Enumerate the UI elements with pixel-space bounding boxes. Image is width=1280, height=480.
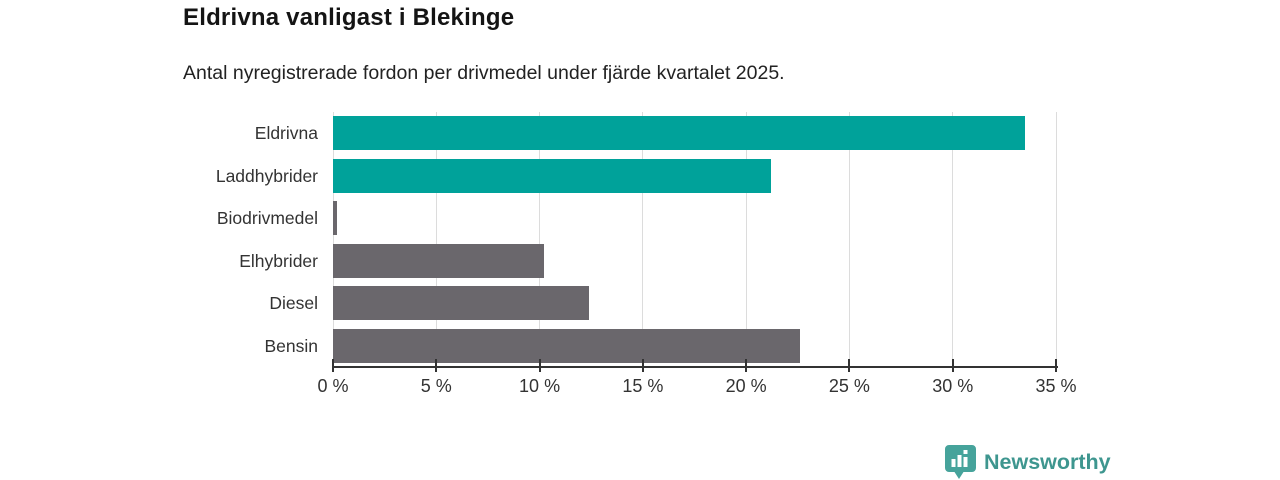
x-tick-label-25: 25 % [828,376,870,396]
x-tick-label-35: 35 % [1035,376,1077,396]
category-label-elhybrider: Elhybrider [239,250,318,271]
x-tick-label-0: 0 % [317,376,349,396]
x-tick-5 [435,359,438,372]
x-tick-35 [1055,359,1057,372]
chart-subtitle: Antal nyregistrerade fordon per drivmede… [183,62,785,84]
x-tick-label-10: 10 % [519,376,561,396]
gridline-30 [952,112,954,367]
x-tick-0 [332,359,334,372]
x-tick-label-20: 20 % [725,376,767,396]
gridline-15 [642,112,644,367]
category-label-diesel: Diesel [269,293,318,314]
x-tick-15 [641,359,644,372]
plot-area [332,112,1057,367]
chart-bar-bensin [333,328,800,363]
gridline-35 [1055,112,1057,367]
chart-bar-biodrivmedel [333,201,338,236]
chart-title: Eldrivna vanligast i Blekinge [183,4,515,31]
category-label-eldrivna: Eldrivna [254,123,318,144]
gridline-20 [745,112,747,367]
gridline-5 [435,112,437,367]
x-tick-25 [848,359,851,372]
gridline-25 [848,112,850,367]
chart-bar-eldrivna [333,116,1025,151]
x-tick-30 [951,359,954,372]
x-tick-label-30: 30 % [932,376,974,396]
category-label-bensin: Bensin [264,335,318,356]
chart-bar-laddhybrider [333,158,771,193]
category-label-biodrivmedel: Biodrivmedel [216,208,318,229]
logo-text: Newsworthy [984,450,1111,474]
newsworthy-logo: Newsworthy [944,444,1111,480]
x-tick-20 [745,359,748,372]
chart-bar-diesel [333,286,590,321]
x-tick-label-15: 15 % [622,376,664,396]
newsworthy-chart-pin-icon [945,445,976,479]
x-tick-10 [538,359,541,372]
category-label-laddhybrider: Laddhybrider [215,165,318,186]
x-axis-line [332,366,1058,368]
gridline-10 [539,112,541,367]
chart-bar-elhybrider [333,243,544,278]
gridline-0 [332,112,334,367]
x-tick-label-5: 5 % [420,376,452,396]
